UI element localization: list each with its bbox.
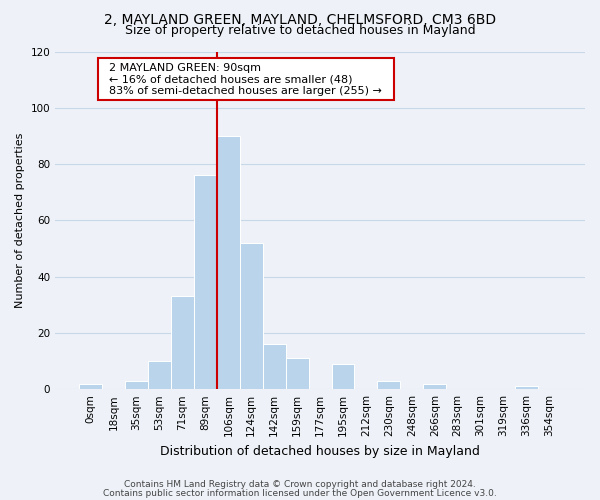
- Bar: [286, 358, 308, 389]
- Bar: [263, 344, 286, 389]
- Y-axis label: Number of detached properties: Number of detached properties: [15, 132, 25, 308]
- Bar: [148, 361, 171, 389]
- Bar: [125, 380, 148, 389]
- Bar: [217, 136, 240, 389]
- Bar: [377, 380, 400, 389]
- Bar: [515, 386, 538, 389]
- Text: Size of property relative to detached houses in Mayland: Size of property relative to detached ho…: [125, 24, 475, 37]
- Bar: [240, 243, 263, 389]
- X-axis label: Distribution of detached houses by size in Mayland: Distribution of detached houses by size …: [160, 444, 480, 458]
- Bar: [79, 384, 102, 389]
- Bar: [194, 176, 217, 389]
- Text: Contains public sector information licensed under the Open Government Licence v3: Contains public sector information licen…: [103, 489, 497, 498]
- Text: 2, MAYLAND GREEN, MAYLAND, CHELMSFORD, CM3 6BD: 2, MAYLAND GREEN, MAYLAND, CHELMSFORD, C…: [104, 12, 496, 26]
- Bar: [423, 384, 446, 389]
- Text: 2 MAYLAND GREEN: 90sqm
  ← 16% of detached houses are smaller (48)
  83% of semi: 2 MAYLAND GREEN: 90sqm ← 16% of detached…: [102, 63, 389, 96]
- Bar: [332, 364, 355, 389]
- Bar: [171, 296, 194, 389]
- Text: Contains HM Land Registry data © Crown copyright and database right 2024.: Contains HM Land Registry data © Crown c…: [124, 480, 476, 489]
